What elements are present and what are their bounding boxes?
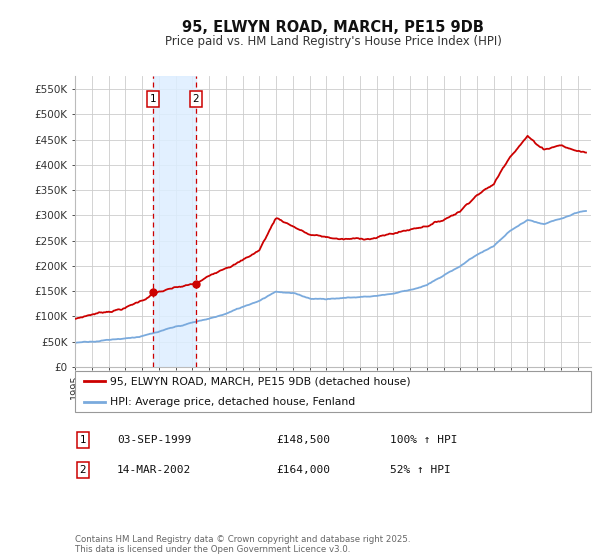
Text: HPI: Average price, detached house, Fenland: HPI: Average price, detached house, Fenl… (110, 396, 355, 407)
Text: 95, ELWYN ROAD, MARCH, PE15 9DB (detached house): 95, ELWYN ROAD, MARCH, PE15 9DB (detache… (110, 376, 411, 386)
Text: 52% ↑ HPI: 52% ↑ HPI (390, 465, 451, 475)
Text: 2: 2 (193, 94, 199, 104)
Text: 14-MAR-2002: 14-MAR-2002 (117, 465, 191, 475)
Text: £148,500: £148,500 (276, 435, 330, 445)
Text: 03-SEP-1999: 03-SEP-1999 (117, 435, 191, 445)
Text: Price paid vs. HM Land Registry's House Price Index (HPI): Price paid vs. HM Land Registry's House … (164, 35, 502, 48)
Bar (153, 76, 196, 367)
Text: 95, ELWYN ROAD, MARCH, PE15 9DB: 95, ELWYN ROAD, MARCH, PE15 9DB (182, 20, 484, 35)
Text: £164,000: £164,000 (276, 465, 330, 475)
FancyBboxPatch shape (75, 371, 591, 412)
Text: 1: 1 (150, 94, 157, 104)
Text: 100% ↑ HPI: 100% ↑ HPI (390, 435, 458, 445)
Text: 2: 2 (79, 465, 86, 475)
Text: Contains HM Land Registry data © Crown copyright and database right 2025.
This d: Contains HM Land Registry data © Crown c… (75, 535, 410, 554)
Text: 1: 1 (79, 435, 86, 445)
